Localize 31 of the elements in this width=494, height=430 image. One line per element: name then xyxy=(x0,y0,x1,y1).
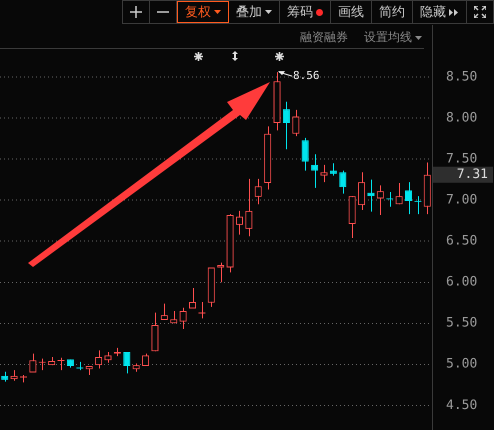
candlestick xyxy=(29,353,36,374)
candlestick xyxy=(358,172,366,211)
candlestick xyxy=(339,170,346,194)
candlestick xyxy=(58,357,65,371)
candlestick xyxy=(330,162,337,176)
y-tick-label: 5.50 xyxy=(446,316,478,331)
annotation: 8.56 xyxy=(293,69,320,82)
candlestick xyxy=(302,137,309,172)
candlestick xyxy=(123,352,130,374)
y-tick-label: 8.50 xyxy=(446,69,478,84)
y-tick-label: 6.50 xyxy=(446,234,478,249)
y-tick-label: 7.00 xyxy=(446,192,478,208)
candlestick xyxy=(170,310,178,324)
text: 7.31 xyxy=(456,167,488,182)
text: 融资融券 xyxy=(300,29,348,46)
y-tick-label: 5.00 xyxy=(446,356,478,372)
candlestick xyxy=(292,109,300,137)
candlestick xyxy=(311,154,318,188)
candlestick xyxy=(217,262,224,283)
text: 设置均线 xyxy=(364,29,412,46)
candlestick xyxy=(282,101,290,150)
candlestick xyxy=(376,184,384,216)
toolbar: 复权 叠加 筹码 画线 简约 隐藏 xyxy=(122,0,494,24)
candlestick xyxy=(198,301,206,319)
candlestick xyxy=(1,371,8,382)
candlestick xyxy=(160,303,168,321)
y-tick-label: 4.50 xyxy=(446,398,478,413)
y-tick-label: 7.50 xyxy=(446,152,478,167)
y-tick-label: 6.00 xyxy=(446,274,478,290)
candlestick xyxy=(245,178,252,237)
y-tick-label: 8.00 xyxy=(446,110,478,126)
